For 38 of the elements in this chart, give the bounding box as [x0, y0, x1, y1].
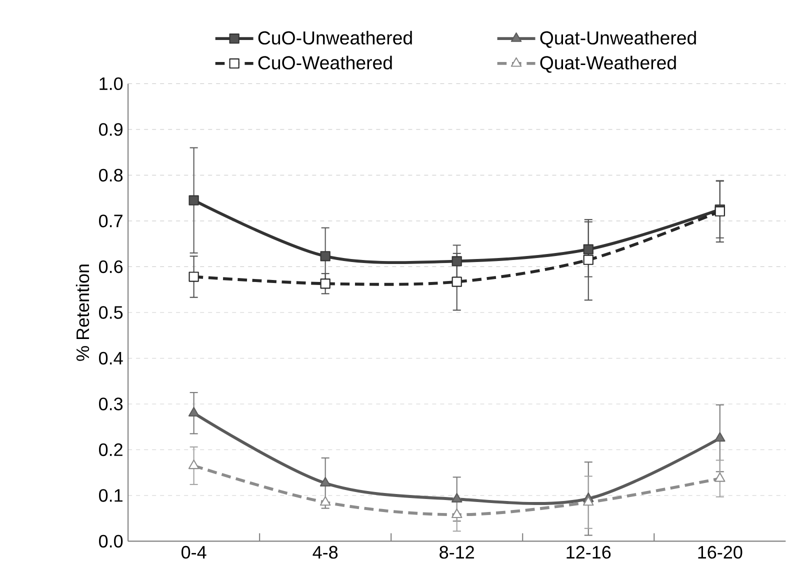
point — [188, 459, 200, 469]
point — [451, 492, 462, 502]
point — [320, 496, 331, 506]
y-tick-label: 0.7 — [99, 214, 122, 228]
y-tick-label: 0.2 — [99, 443, 122, 456]
y-tick-label: 0.6 — [99, 260, 123, 273]
point — [188, 195, 199, 206]
point — [714, 472, 726, 482]
legend-label: CuO-Weathered — [258, 56, 392, 70]
x-tick-label: 16-20 — [698, 546, 742, 559]
point — [320, 251, 330, 262]
point — [452, 256, 462, 266]
y-axis-title: % Retention — [76, 264, 90, 361]
point — [582, 496, 594, 506]
x-tick-label: 0-4 — [182, 546, 206, 559]
legend-label: Quat-Weathered — [540, 56, 676, 73]
legend-label: CuO-Unweathered — [258, 30, 412, 44]
y-tick-label: 0.3 — [99, 397, 123, 410]
y-tick-label: 0.0 — [99, 534, 123, 548]
y-tick-label: 0.9 — [99, 122, 122, 136]
point — [714, 432, 726, 442]
point — [583, 244, 594, 254]
x-tick-label: 4-8 — [312, 546, 338, 559]
point — [188, 272, 199, 282]
y-tick-label: 0.1 — [99, 488, 122, 502]
point — [320, 278, 330, 289]
point — [583, 254, 594, 265]
y-tick-label: 0.5 — [99, 306, 123, 319]
point — [188, 406, 200, 416]
x-tick-label: 8-12 — [440, 546, 474, 559]
point — [451, 508, 462, 518]
point — [452, 276, 462, 287]
legend-label: Quat-Unweathered — [540, 30, 696, 48]
point — [320, 476, 331, 486]
y-tick-label: 0.4 — [99, 352, 123, 364]
x-tick-label: 12-16 — [566, 546, 611, 559]
y-tick-label: 1.0 — [100, 77, 123, 90]
y-tick-label: 0.8 — [99, 168, 123, 182]
